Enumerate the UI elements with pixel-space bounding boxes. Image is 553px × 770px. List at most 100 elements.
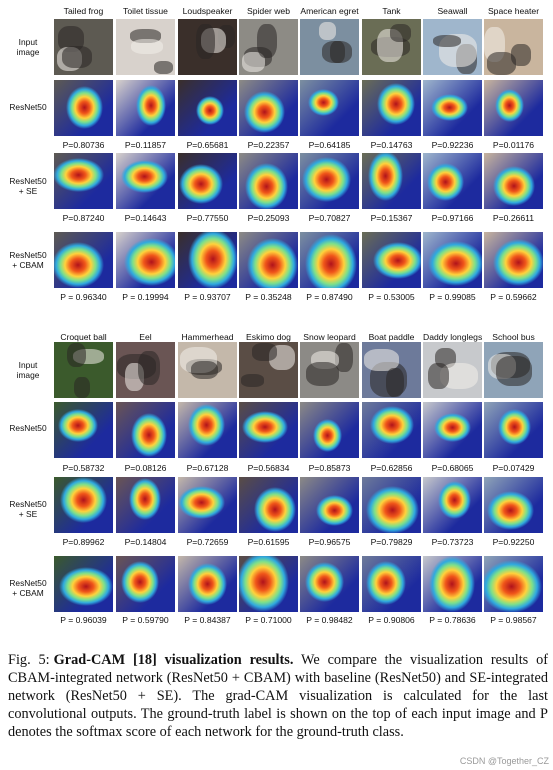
- softmax-score: P=0.61595: [247, 537, 290, 547]
- activation-blob: [178, 486, 226, 520]
- softmax-score: P = 0.90806: [368, 615, 415, 625]
- activation-blob: [135, 84, 167, 126]
- activation-blob: [187, 563, 227, 606]
- heatmap-image: [362, 477, 421, 533]
- image-shape: [66, 342, 86, 368]
- heatmap-image: [178, 477, 237, 533]
- image-shape: [318, 22, 337, 40]
- heatmap-image: [239, 232, 298, 288]
- heatmap-image: [239, 402, 298, 458]
- image-shape: [386, 367, 404, 398]
- softmax-score: P = 0.59790: [122, 615, 169, 625]
- heatmap-image: [116, 477, 175, 533]
- activation-blob: [247, 238, 298, 288]
- activation-blob: [313, 419, 342, 453]
- class-label: Loudspeaker: [182, 6, 233, 16]
- activation-blob: [493, 239, 543, 287]
- softmax-score: P=0.56834: [247, 463, 290, 473]
- softmax-score: P=0.14763: [370, 140, 413, 150]
- activation-blob: [244, 90, 286, 134]
- input-image: [362, 19, 421, 75]
- softmax-score: P=0.22357: [247, 140, 290, 150]
- activation-blob: [244, 162, 288, 209]
- heatmap-image: [178, 232, 237, 288]
- activation-blob: [187, 232, 237, 288]
- row-label: Input image: [16, 360, 40, 380]
- class-label: Spider web: [247, 6, 290, 16]
- heatmap-image: [239, 477, 298, 533]
- activation-blob: [120, 159, 168, 193]
- activation-blob: [495, 89, 525, 122]
- softmax-score: P=0.62856: [370, 463, 413, 473]
- softmax-score: P = 0.19994: [122, 292, 169, 302]
- activation-blob: [366, 486, 419, 533]
- softmax-score: P = 0.71000: [245, 615, 292, 625]
- heatmap-image: [484, 80, 543, 136]
- softmax-score: P=0.85873: [308, 463, 351, 473]
- activation-blob: [484, 560, 543, 612]
- softmax-score: P=0.08126: [124, 463, 167, 473]
- softmax-score: P=0.65681: [186, 140, 229, 150]
- heatmap-image: [423, 402, 482, 458]
- activation-blob: [304, 562, 345, 602]
- caption-lead: Fig. 5:: [8, 652, 50, 668]
- class-label: Croquet ball: [60, 332, 107, 342]
- softmax-score: P = 0.93707: [184, 292, 231, 302]
- input-image: [423, 342, 482, 398]
- image-shape: [390, 24, 412, 42]
- softmax-score: P=0.96575: [308, 537, 351, 547]
- activation-blob: [178, 164, 223, 205]
- softmax-score: P = 0.59662: [490, 292, 537, 302]
- image-shape: [138, 350, 161, 385]
- class-label: Tank: [382, 6, 401, 16]
- heatmap-image: [484, 477, 543, 533]
- row-label: ResNet50: [9, 423, 47, 433]
- heatmap-image: [484, 556, 543, 612]
- softmax-score: P=0.26611: [492, 213, 535, 223]
- softmax-score: P = 0.98482: [306, 615, 353, 625]
- input-image: [54, 342, 113, 398]
- softmax-score: P=0.64185: [308, 140, 351, 150]
- activation-blob: [377, 82, 416, 125]
- heatmap-image: [423, 232, 482, 288]
- input-image: [178, 19, 237, 75]
- heatmap-image: [362, 556, 421, 612]
- softmax-score: P=0.11857: [124, 140, 167, 150]
- softmax-score: P=0.14804: [124, 537, 167, 547]
- softmax-score: P = 0.84387: [184, 615, 231, 625]
- input-image: [116, 342, 175, 398]
- image-shape: [427, 363, 450, 390]
- activation-blob: [487, 490, 535, 530]
- softmax-score: P = 0.87490: [306, 292, 353, 302]
- softmax-score: P=0.70827: [308, 213, 351, 223]
- activation-blob: [188, 403, 225, 447]
- image-shape: [252, 343, 277, 361]
- activation-blob: [373, 241, 421, 280]
- activation-blob: [66, 86, 104, 129]
- softmax-score: P=0.58732: [62, 463, 105, 473]
- heatmap-image: [362, 232, 421, 288]
- heatmap-image: [116, 80, 175, 136]
- softmax-score: P=0.73723: [431, 537, 474, 547]
- row-label: ResNet50 + SE: [9, 499, 47, 519]
- activation-blob: [492, 166, 536, 206]
- caption-text: We compare the visualization results of …: [8, 652, 548, 740]
- activation-blob: [498, 408, 531, 445]
- activation-blob: [427, 163, 465, 202]
- heatmap-image: [300, 402, 359, 458]
- image-shape: [74, 376, 90, 398]
- row-label: ResNet50 + CBAM: [9, 578, 47, 598]
- softmax-score: P = 0.98567: [490, 615, 537, 625]
- heatmap-image: [54, 402, 113, 458]
- image-shape: [131, 38, 163, 55]
- class-label: Snow leopard: [303, 332, 356, 342]
- softmax-score: P=0.97166: [431, 213, 474, 223]
- activation-blob: [60, 477, 107, 523]
- activation-blob: [430, 94, 469, 122]
- class-label: Eskimo dog: [246, 332, 291, 342]
- activation-blob: [123, 237, 175, 287]
- input-image: [484, 19, 543, 75]
- heatmap-image: [116, 153, 175, 209]
- activation-blob: [54, 158, 105, 192]
- heatmap-image: [423, 477, 482, 533]
